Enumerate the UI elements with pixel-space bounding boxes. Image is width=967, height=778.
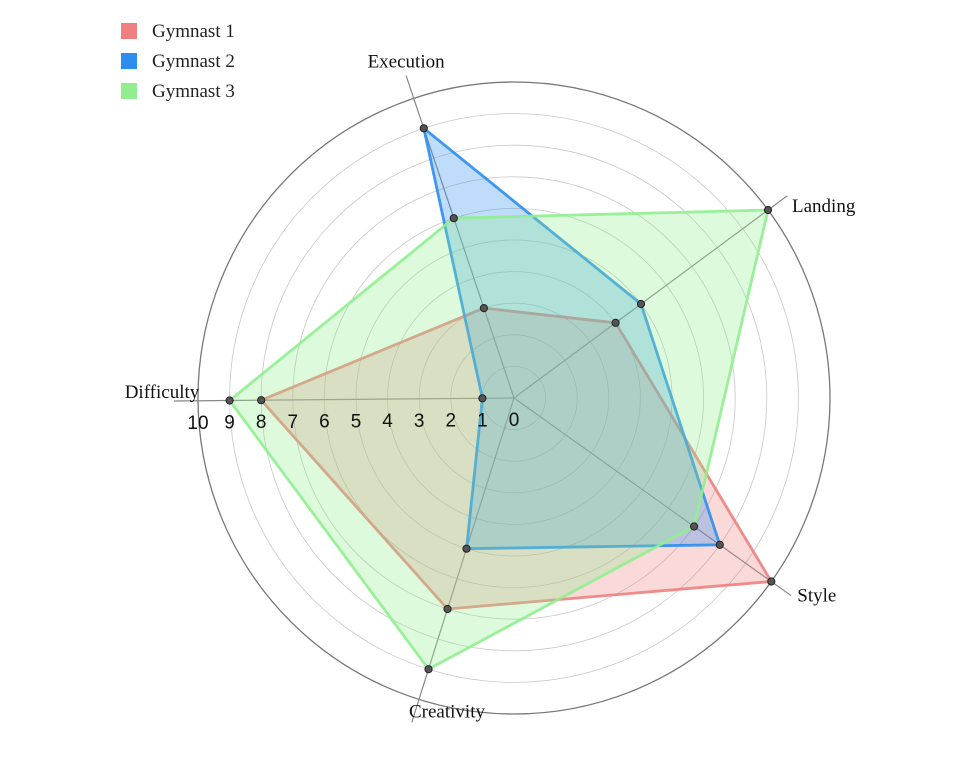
data-point-gymnast-2-style [715,540,724,549]
tick-label-7: 7 [288,412,299,433]
data-point-gymnast-2-creativity [462,544,471,553]
series-area-gymnast-2 [422,126,722,551]
legend-label-gymnast-1: Gymnast 1 [152,21,235,42]
axis-line-style [513,397,792,596]
axis-label-landing: Landing [792,196,856,217]
grid-layer [197,81,831,715]
legend-swatch-gymnast-3 [121,83,137,99]
legend-swatch-gymnast-1 [121,23,137,39]
grid-circle-6 [323,207,705,589]
tick-label-1: 1 [477,410,488,431]
grid-circle-7 [292,176,736,620]
data-point-gymnast-1-difficulty [257,396,266,405]
data-point-gymnast-1-landing [611,318,620,327]
data-point-gymnast-3-landing [763,205,773,215]
data-point-gymnast-1-creativity [443,604,452,614]
data-point-gymnast-2-execution [419,124,428,133]
tick-label-3: 3 [414,411,425,432]
axis-label-execution: Execution [368,52,446,73]
tick-label-9: 9 [224,413,235,434]
data-point-gymnast-1-execution [479,304,488,313]
axis-line-landing [513,195,788,399]
data-point-gymnast-2-landing [636,299,646,309]
point-layer [225,124,776,674]
legend-swatch-gymnast-2 [121,53,137,69]
legend-label-gymnast-2: Gymnast 2 [152,51,235,72]
axis-label-creativity: Creativity [409,701,485,722]
data-point-gymnast-3-difficulty [225,396,234,405]
data-point-gymnast-1-style [767,577,776,586]
grid-circle-4 [387,271,641,525]
legend-label-gymnast-3: Gymnast 3 [152,81,235,102]
tick-label-5: 5 [351,411,362,432]
series-layer [228,126,773,671]
legend: Gymnast 1 Gymnast 2 Gymnast 3 [121,21,235,102]
tick-label-8: 8 [256,412,267,433]
tick-label-4: 4 [382,411,393,432]
series-area-gymnast-3 [228,208,770,671]
label-layer: Execution Landing Style Creativity Difficult… [125,52,856,723]
data-point-gymnast-3-execution [449,214,458,223]
tick-label-0: 0 [509,410,520,431]
tick-label-10: 10 [187,413,208,434]
data-point-gymnast-3-style [690,522,699,531]
tick-label-6: 6 [319,412,330,433]
data-point-gymnast-2-difficulty [478,394,487,403]
data-point-gymnast-3-creativity [424,665,433,674]
grid-circle-3 [418,302,610,494]
grid-circle-10 [197,81,831,715]
axis-label-style: Style [797,586,836,607]
tick-label-2: 2 [446,411,457,432]
axis-label-difficulty: Difficulty [125,382,200,403]
series-area-gymnast-1 [259,306,773,611]
